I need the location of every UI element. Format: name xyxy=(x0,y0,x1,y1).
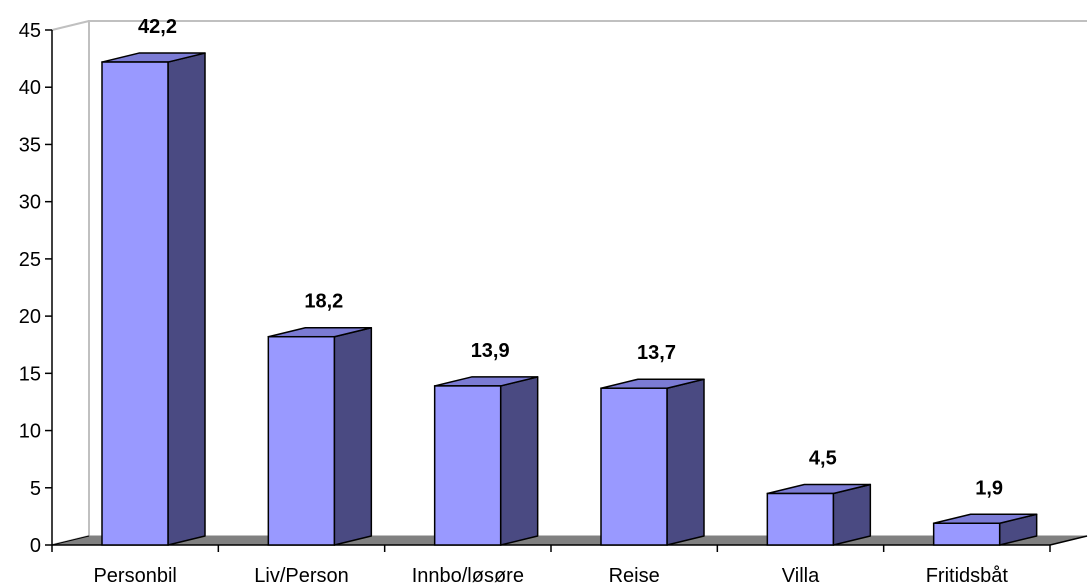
y-tick-label: 15 xyxy=(19,363,41,385)
y-tick-label: 25 xyxy=(19,249,41,271)
x-tick-label: Villa xyxy=(782,565,820,587)
x-tick-label: Fritidsbåt xyxy=(926,565,1009,587)
bar-side xyxy=(333,326,373,546)
x-axis-depth-edge xyxy=(1049,535,1088,546)
x-tick-label: Liv/Person xyxy=(254,565,349,587)
y-tick-label: 30 xyxy=(19,192,41,214)
x-tick-label: Innbo/løsøre xyxy=(412,565,524,587)
y-tick-label: 20 xyxy=(19,306,41,328)
chart-floor xyxy=(51,535,1088,546)
data-labels: 42,2 18,2 13,9 13,7 4,5 1,9 xyxy=(138,16,1003,499)
x-tick-label: Personbil xyxy=(93,565,176,587)
x-axis: Personbil Liv/Person Innbo/løsøre Reise Vill… xyxy=(51,535,1088,587)
bar-side xyxy=(499,376,539,546)
y-tick-label: 40 xyxy=(19,77,41,99)
bar xyxy=(600,387,668,546)
y-tick-label: 35 xyxy=(19,134,41,156)
bar xyxy=(101,61,169,546)
bars xyxy=(101,52,1038,546)
y-tick-label: 10 xyxy=(19,421,41,443)
side-wall-top-edge xyxy=(51,20,90,31)
data-label: 13,9 xyxy=(471,340,510,362)
data-label: 13,7 xyxy=(637,342,676,364)
bar xyxy=(766,492,835,546)
data-label: 1,9 xyxy=(975,477,1003,499)
bar-side xyxy=(167,52,206,546)
y-tick-label: 5 xyxy=(30,478,41,500)
bar xyxy=(932,522,1001,546)
bar-side xyxy=(832,483,872,546)
bar-side xyxy=(666,378,705,546)
back-wall-edge xyxy=(51,20,1087,546)
data-label: 4,5 xyxy=(809,448,837,470)
x-tick-label: Reise xyxy=(609,565,660,587)
chart-walls xyxy=(51,20,1087,546)
bar xyxy=(267,335,336,546)
floor-plane xyxy=(51,535,1088,546)
bar xyxy=(433,385,502,546)
y-tick-label: 0 xyxy=(30,535,41,557)
data-label: 18,2 xyxy=(304,291,343,313)
y-axis: 0 5 10 15 20 25 30 35 40 45 xyxy=(19,20,53,557)
y-axis-depth-edge xyxy=(51,535,90,546)
y-tick-label: 45 xyxy=(19,20,41,42)
data-label: 42,2 xyxy=(138,16,177,38)
